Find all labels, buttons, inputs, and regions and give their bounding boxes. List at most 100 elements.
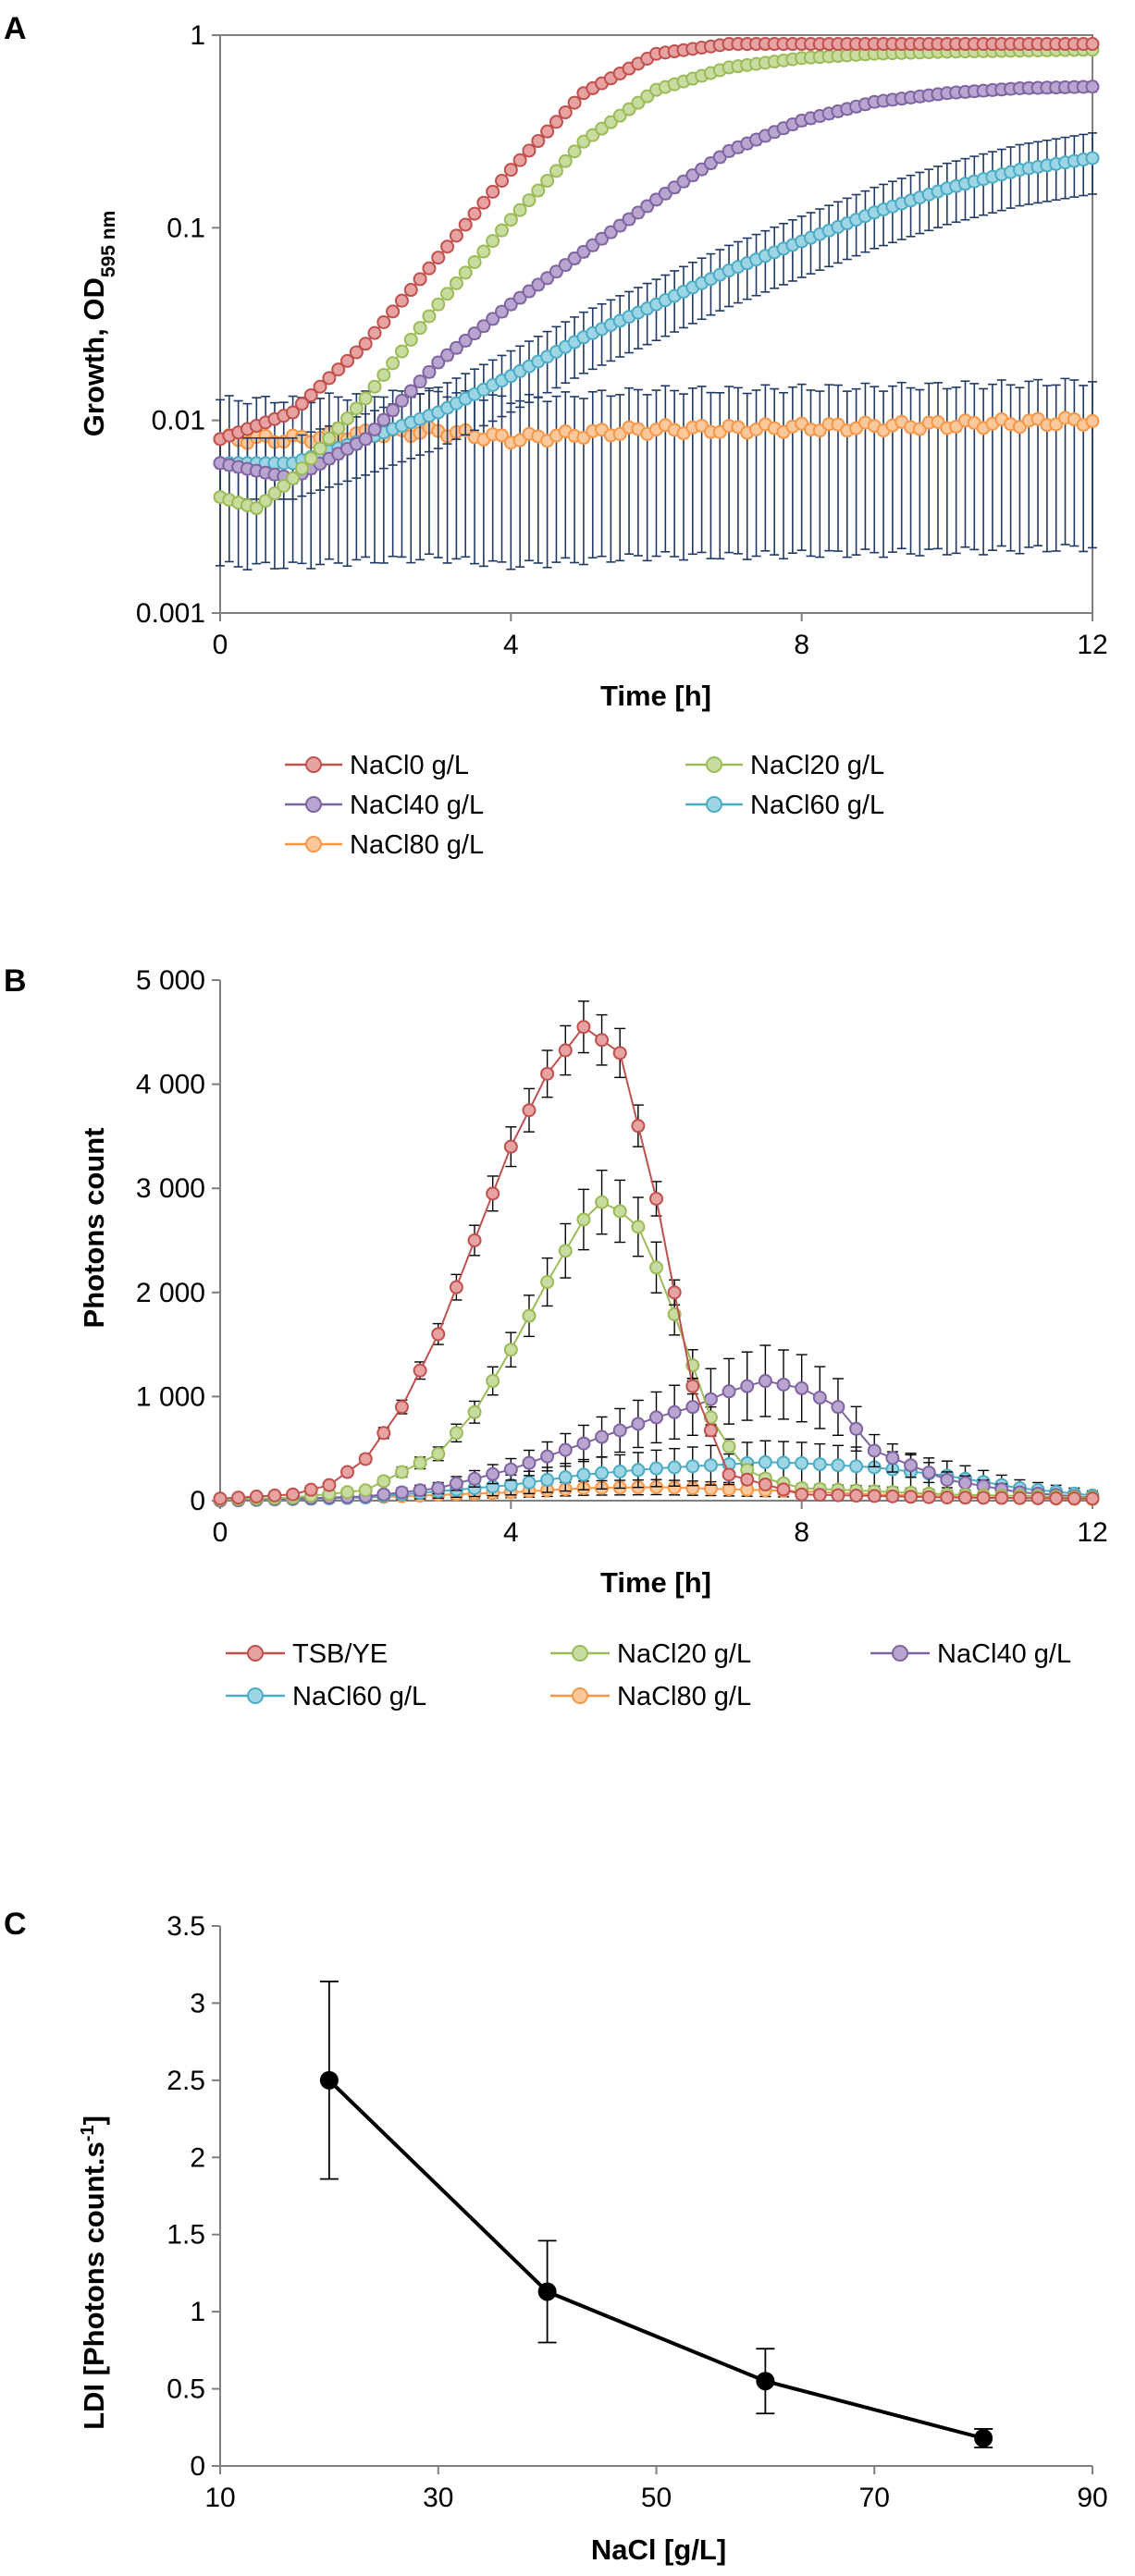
panel-b-data-point [540,1275,555,1290]
panel-a-data-point [349,345,364,360]
panel-b-data-point [831,1458,845,1473]
panel-a-data-point [386,356,401,371]
panel-b-data-point [758,1478,772,1492]
panel-b-data-point [449,1476,463,1490]
panel-b-x-axis-title: Time [h] [600,1566,711,1599]
panel-a-data-point [386,304,401,319]
panel-a-data-point [622,212,636,227]
panel-a-data-point [812,423,827,438]
panel-a-data-point [394,344,409,359]
panel-a-data-point [413,374,427,389]
panel-b-data-point [885,1489,900,1503]
panel-c-data-point [756,2372,775,2391]
panel-c-letter: C [4,1907,27,1942]
panel-a-data-point [631,205,646,220]
panel-a-data-point [458,265,473,280]
panel-a-data-point [376,368,391,383]
panel-a-data-point [512,290,527,305]
panel-a-data-point [358,432,373,447]
panel-b-data-point [340,1485,355,1500]
panel-a-data-point [612,108,627,123]
panel-a-data-point [376,412,391,427]
panel-b-data-point [722,1467,736,1482]
panel-a-data-point [286,471,301,485]
panel-a-data-point [558,258,573,273]
panel-a-y-tick-label: 0.01 [152,406,205,436]
panel-b-data-point [722,1439,736,1454]
panel-b-data-point [649,1191,663,1206]
panel-a-legend-label: NaCl80 g/L [350,830,484,860]
panel-b-data-point [522,1103,537,1118]
panel-b-legend-item: NaCl40 g/L [870,1639,1071,1669]
panel-a-data-point [476,244,491,259]
panel-b-data-point [904,1458,919,1473]
panel-b-data-point [740,1379,755,1393]
panel-c-data-point [974,2428,993,2447]
panel-b-data-point [776,1482,791,1497]
panel-b-data-point [885,1451,900,1466]
panel-c-y-tick-label: 2.5 [167,2066,205,2096]
panel-a-data-point [540,124,555,139]
panel-b-data-point [812,1488,827,1503]
panel-a-data-point [495,304,510,319]
panel-c-y-axis-title: LDI [Photons count.s-1] [78,2116,110,2430]
panel-a-data-point [567,251,582,265]
panel-b-data-point [703,1423,718,1438]
panel-c-y-tick-label: 0 [190,2451,205,2482]
panel-b-data-point [667,1285,682,1300]
panel-a-data-point [413,321,427,336]
panel-a-data-point [376,314,391,329]
panel-b-data-point [522,1455,537,1470]
panel-b-x-tick-label: 12 [1077,1517,1107,1548]
panel-a-legend-item: NaCl0 g/L [285,751,469,780]
panel-a-data-point [440,348,455,362]
panel-c-x-tick-label: 10 [204,2483,235,2513]
panel-a-data-point [531,277,546,292]
panel-a-data-point [403,283,418,298]
panel-b-data-point [467,1405,482,1419]
panel-a-data-point [367,422,382,436]
panel-a-data-point [612,218,627,233]
panel-a-legend-label: NaCl60 g/L [750,791,884,820]
panel-b-data-point [394,1485,409,1500]
panel-b-data-point [685,1400,700,1415]
panel-b-data-point [849,1421,864,1436]
panel-b-data-point [576,1436,591,1451]
panel-b-y-tick-label: 0 [190,1486,205,1516]
panel-b-data-point [249,1489,264,1503]
panel-b-data-point [758,1374,772,1389]
panel-b-data-point [703,1458,718,1473]
panel-b-series-2 [213,1344,1100,1508]
panel-a-data-point [313,379,327,394]
panel-a-data-point [631,95,646,110]
panel-a-data-point [394,393,409,408]
panel-a-data-point [340,411,355,426]
panel-b-data-point [503,1462,518,1477]
panel-a-x-tick-label: 12 [1077,630,1107,660]
panel-a-legend-marker [706,756,722,773]
panel-b-data-point [358,1452,373,1466]
panel-b-data-point [467,1233,482,1247]
panel-b-data-point [522,1308,537,1323]
panel-b-data-point [540,1066,555,1081]
panel-b-legend-item: NaCl20 g/L [550,1639,751,1669]
panel-b-data-point [522,1475,537,1490]
panel-a-data-point [294,461,309,476]
panel-c-y-tick-label: 2 [190,2142,205,2173]
panel-a-data-point [522,143,537,158]
panel-b-data-point [649,1410,663,1425]
panel-c-series [319,1981,993,2448]
panel-a-data-point [540,173,555,188]
panel-a-data-point [267,486,282,501]
panel-b-data-point [740,1472,755,1487]
panel-c-y-tick-label: 3 [190,1988,205,2018]
panel-b-data-point [631,1220,646,1234]
panel-b-data-point [957,1476,972,1490]
panel-b-data-point [376,1487,391,1502]
panel-a-data-point [322,431,337,446]
panel-b-y-tick-label: 3 000 [136,1173,205,1204]
panel-b-data-point [957,1490,972,1505]
panel-a-y-tick-label: 0.001 [136,598,205,629]
panel-b-data-point [286,1487,301,1502]
